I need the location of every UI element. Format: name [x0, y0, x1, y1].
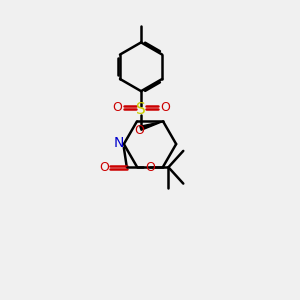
Text: O: O: [112, 101, 122, 114]
Text: O: O: [160, 101, 170, 114]
Text: N: N: [113, 136, 124, 150]
Text: O: O: [145, 161, 154, 174]
Text: O: O: [99, 161, 109, 174]
Text: S: S: [136, 102, 146, 117]
Text: O: O: [135, 124, 145, 137]
Polygon shape: [140, 122, 163, 130]
